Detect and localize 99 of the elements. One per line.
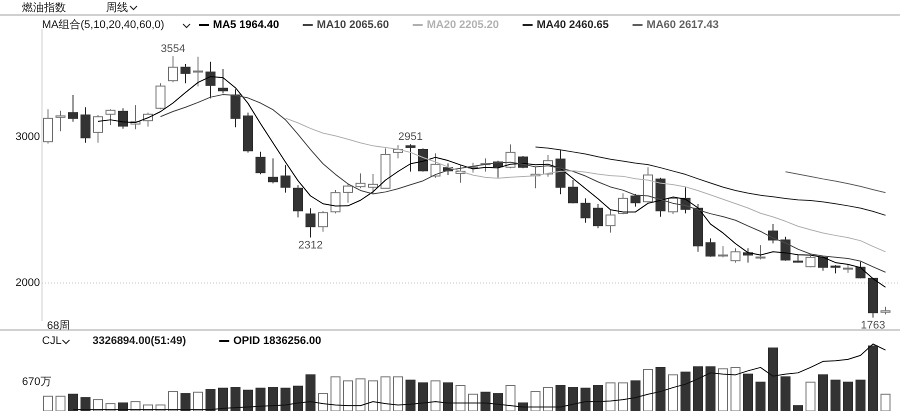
candlestick — [568, 179, 578, 204]
candlestick — [330, 190, 340, 214]
y-tick-label: 2000 — [16, 276, 40, 289]
candlestick — [580, 198, 590, 224]
bar — [306, 374, 316, 411]
candlestick — [306, 208, 316, 238]
bar — [843, 382, 853, 411]
bar — [780, 376, 790, 411]
candlestick — [343, 182, 353, 204]
candlestick — [630, 193, 640, 208]
candlestick — [230, 88, 240, 128]
legend-label: MA60 2617.43 — [646, 18, 719, 31]
bar — [418, 382, 428, 411]
bar — [230, 387, 240, 411]
candlestick — [93, 114, 103, 144]
candlestick — [56, 110, 66, 132]
bar — [80, 397, 90, 411]
annotation: 68周 — [47, 320, 70, 332]
bar — [493, 393, 503, 411]
candlestick — [218, 68, 228, 94]
bar — [768, 348, 778, 411]
candlestick — [180, 64, 190, 84]
bar — [218, 388, 228, 411]
candlestick — [818, 256, 828, 272]
candlestick — [368, 173, 378, 194]
bar — [593, 385, 603, 411]
candlestick — [318, 210, 328, 232]
bar — [568, 387, 578, 411]
bar — [706, 366, 716, 411]
candlestick — [856, 261, 866, 279]
candlestick — [406, 144, 416, 172]
bar — [830, 380, 840, 411]
candlestick — [593, 204, 603, 229]
candlestick — [156, 82, 166, 110]
annotation: 2312 — [298, 239, 323, 252]
legend-title: CJL — [42, 334, 62, 347]
candlestick — [193, 56, 203, 87]
bar — [743, 374, 753, 411]
bar — [680, 372, 690, 411]
chart-title: 燃油指数 — [22, 1, 66, 14]
candlestick — [293, 184, 303, 218]
bar — [630, 380, 640, 411]
annotation: 1763 — [860, 320, 886, 332]
candlestick — [756, 244, 766, 260]
bar — [180, 393, 190, 411]
line-series — [285, 118, 886, 252]
bar — [68, 394, 78, 411]
bar — [243, 390, 253, 411]
candlestick — [806, 256, 816, 268]
bar — [556, 385, 566, 411]
candlestick — [606, 210, 616, 234]
bar — [868, 346, 878, 411]
bar — [293, 386, 303, 411]
bar — [406, 380, 416, 411]
bar — [206, 389, 216, 411]
chart-subtitle: 周线 — [106, 1, 128, 14]
candlestick — [106, 108, 116, 126]
annotation: 670万 — [22, 376, 52, 388]
legend-label: 3326894.00(51:49) — [92, 334, 186, 347]
bar — [443, 382, 453, 411]
bar — [818, 374, 828, 411]
bar — [856, 380, 866, 411]
legend-label: MA10 2065.60 — [316, 18, 389, 31]
bar — [268, 387, 278, 411]
candlestick — [206, 61, 216, 99]
candlestick — [168, 56, 178, 83]
candlestick — [730, 248, 740, 264]
annotation: 2951 — [398, 131, 423, 144]
legend-label: MA40 2460.65 — [536, 18, 609, 31]
line-series — [535, 146, 886, 216]
candlestick — [43, 108, 53, 144]
candlestick — [256, 151, 266, 175]
bar — [756, 382, 766, 411]
candlestick — [68, 94, 78, 122]
candlestick — [356, 172, 366, 189]
bar — [280, 388, 290, 411]
legend-label: MA5 1964.40 — [213, 18, 280, 31]
bar — [580, 388, 590, 411]
bar — [480, 392, 490, 411]
y-tick-label: 3000 — [16, 130, 40, 143]
bar — [793, 405, 803, 411]
candlestick — [718, 246, 728, 258]
candlestick — [118, 108, 128, 130]
legend-label: MA20 2205.20 — [426, 18, 499, 31]
candlestick — [618, 192, 628, 215]
candlestick — [268, 158, 278, 184]
candlestick — [280, 164, 290, 194]
legend-title: MA组合(5,10,20,40,60,0) — [42, 18, 164, 31]
candlestick — [430, 152, 440, 178]
bar — [256, 388, 266, 411]
bar — [656, 366, 666, 411]
legend-label: OPID 1836256.00 — [233, 334, 322, 347]
candlestick — [706, 238, 716, 258]
candlestick — [80, 106, 90, 144]
annotation: 3554 — [160, 43, 186, 56]
bar — [693, 366, 703, 411]
line-series — [160, 94, 886, 273]
candlestick — [668, 196, 678, 214]
line-series — [785, 171, 886, 194]
